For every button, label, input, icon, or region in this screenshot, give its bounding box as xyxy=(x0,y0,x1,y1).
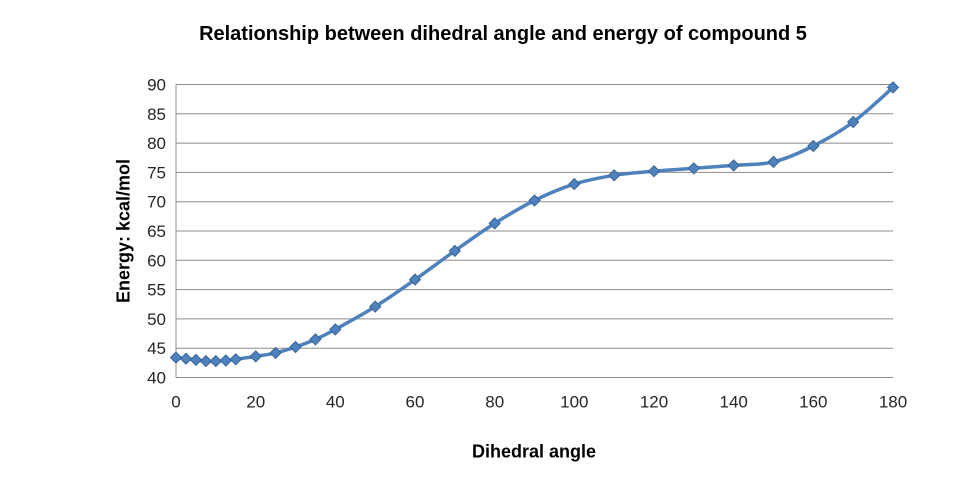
y-tick-label: 85 xyxy=(147,105,166,124)
data-point-marker xyxy=(568,177,581,191)
x-tick-label: 100 xyxy=(560,393,588,412)
data-point-marker xyxy=(807,139,820,153)
y-axis-title: Energy: kcal/mol xyxy=(113,158,134,304)
data-point-marker xyxy=(727,159,740,172)
data-point-marker xyxy=(607,169,621,182)
data-point-marker xyxy=(289,340,302,354)
x-tick-label: 40 xyxy=(326,393,345,412)
y-tick-label: 75 xyxy=(147,163,166,182)
y-tick-label: 55 xyxy=(147,281,166,300)
chart-title: Relationship between dihedral angle and … xyxy=(199,23,807,45)
series-line xyxy=(174,85,895,363)
x-axis-title: Dihedral angle xyxy=(471,441,597,462)
data-point-marker xyxy=(687,162,701,175)
y-tick-label: 80 xyxy=(147,134,166,153)
data-point-marker xyxy=(368,300,382,313)
data-point-marker xyxy=(329,323,342,336)
y-tick-label: 70 xyxy=(147,193,166,212)
y-tick-label: 65 xyxy=(147,222,166,241)
y-tick-label: 50 xyxy=(147,310,166,329)
y-tick-label: 60 xyxy=(147,251,166,270)
data-point-marker xyxy=(767,155,780,169)
data-point-marker xyxy=(488,217,501,230)
data-point-marker xyxy=(199,354,213,368)
data-point-marker xyxy=(408,273,422,286)
x-tick-label: 180 xyxy=(879,393,907,412)
x-tick-label: 60 xyxy=(406,393,425,412)
data-point-marker xyxy=(269,346,282,360)
x-tick-label: 140 xyxy=(720,393,748,412)
data-point-marker xyxy=(886,81,900,94)
data-point-marker xyxy=(448,244,462,258)
data-point-marker xyxy=(647,164,661,178)
data-point-marker xyxy=(169,351,183,364)
data-point-marker xyxy=(179,352,193,365)
data-point-marker xyxy=(209,354,223,368)
x-tick-label: 20 xyxy=(246,393,265,412)
data-point-marker xyxy=(528,194,541,207)
x-tick-label: 160 xyxy=(799,393,827,412)
data-point-marker xyxy=(249,350,262,363)
data-point-marker xyxy=(309,333,322,346)
data-point-marker xyxy=(189,353,203,367)
data-point-marker xyxy=(219,354,233,367)
x-tick-label: 0 xyxy=(171,393,180,412)
y-tick-label: 40 xyxy=(147,369,166,388)
data-point-marker xyxy=(846,115,860,129)
x-tick-label: 80 xyxy=(485,393,504,412)
data-point-marker xyxy=(229,353,243,366)
y-tick-label: 90 xyxy=(147,76,166,95)
y-tick-label: 45 xyxy=(147,339,166,358)
x-tick-label: 120 xyxy=(640,393,668,412)
